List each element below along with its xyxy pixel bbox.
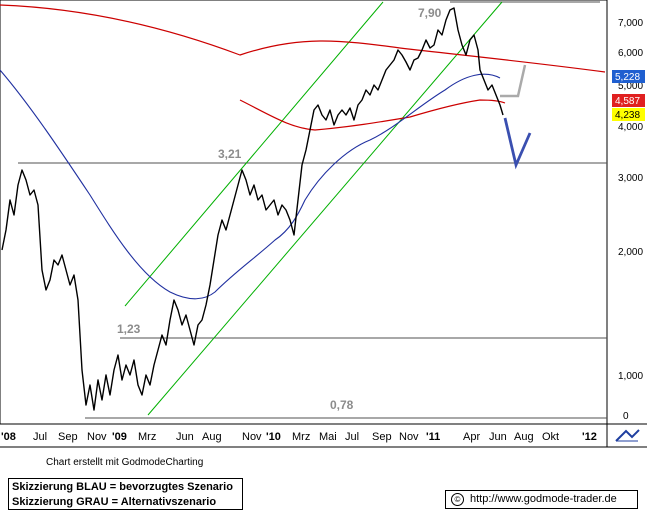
y-tick-label: 4,000 [618,122,643,133]
y-tick-label: 3,000 [618,173,643,184]
x-tick-label: '10 [266,431,281,443]
y-tick-label: 2,000 [618,247,643,258]
scenario-grey [500,64,527,98]
x-tick-label: Jul [345,431,359,443]
x-tick-label: '09 [112,431,127,443]
annotation-high: 7,90 [418,6,442,20]
x-tick-label: Jun [489,431,507,443]
chart-tool-icon[interactable] [612,426,642,444]
x-tick-label: '12 [582,431,597,443]
price-badges: 5,228 4,587 4,238 [612,70,645,121]
y-tick-label: 6,000 [618,48,643,59]
channel-lower-line [147,1,503,416]
channel-upper-line [124,1,384,307]
price-badge [612,108,645,121]
x-tick-label: '11 [426,431,440,443]
price-badge-label: 4,238 [615,110,640,121]
source-url[interactable]: http://www.godmode-trader.de [470,493,617,505]
x-tick-label: Jul [33,431,47,443]
x-tick-label: Nov [87,431,107,443]
chart-credit: Chart erstellt mit GodmodeCharting [46,457,204,468]
legend-line-blue: Skizzierung BLAU = bevorzugtes Szenario [12,481,233,493]
annotation-123: 1,23 [117,322,141,336]
x-tick-label: Mrz [292,431,310,443]
x-axis: '08 Jul Sep Nov '09 Mrz Jun Aug Nov '10 … [1,431,597,443]
annotation-321: 3,21 [218,147,242,161]
x-tick-label: Okt [542,431,559,443]
price-badge [612,70,645,83]
price-badge-label: 4,587 [615,96,640,107]
scenario-legend: Skizzierung BLAU = bevorzugtes Szenario … [8,478,243,510]
legend-line-grey: Skizzierung GRAU = Alternativszenario [12,496,217,508]
moving-average-red [0,4,606,73]
scenario-blue [503,117,532,170]
source-link[interactable]: © http://www.godmode-trader.de [445,490,638,509]
x-tick-label: Apr [463,431,480,443]
copyright-icon: © [451,492,464,506]
x-tick-label: Sep [372,431,392,443]
x-tick-label: Nov [242,431,262,443]
price-badge [612,94,645,107]
y-tick-label: 5,000 [618,81,643,92]
moving-average-blue [0,69,501,300]
x-tick-label: Mrz [138,431,156,443]
y-tick-label: 7,000 [618,18,643,29]
y-tick-label: 1,000 [618,371,643,382]
x-tick-label: Aug [514,431,534,443]
y-axis: 7,000 6,000 5,000 4,000 3,000 2,000 1,00… [618,18,643,422]
x-tick-label: '08 [1,431,16,443]
price-badge-label: 5,228 [615,72,640,83]
y-tick-label: 0 [623,411,629,422]
price-line [1,7,504,411]
annotation-low: 0,78 [330,398,354,412]
plot-frame [0,0,608,425]
x-tick-label: Mai [319,431,337,443]
x-tick-label: Sep [58,431,78,443]
x-tick-label: Aug [202,431,222,443]
x-tick-label: Jun [176,431,194,443]
x-tick-label: Nov [399,431,419,443]
